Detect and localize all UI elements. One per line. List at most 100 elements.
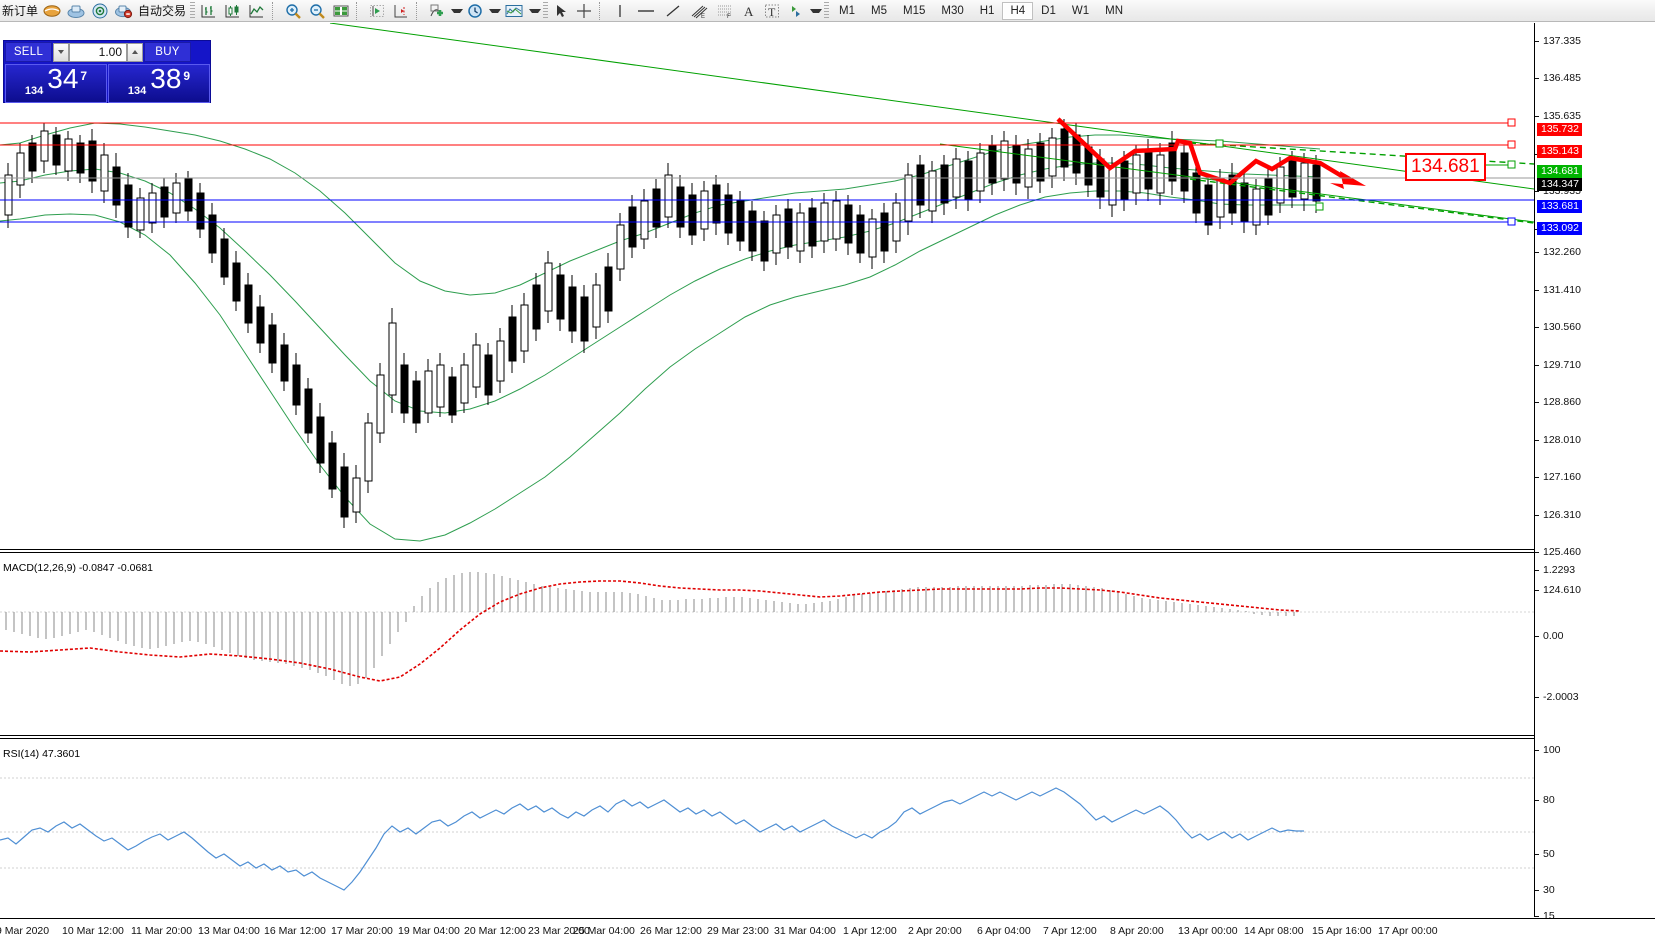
time-tick-10: 26 Mar 12:00 bbox=[640, 925, 702, 937]
toolbar-grip-2 bbox=[543, 1, 549, 20]
candlestick-chart-icon[interactable] bbox=[221, 1, 245, 21]
time-tick-21: 17 Apr 00:00 bbox=[1378, 925, 1438, 937]
macd-canvas bbox=[0, 572, 1534, 686]
bar-chart-icon[interactable] bbox=[197, 1, 221, 21]
trade-controls-row: SELL 1.00 BUY bbox=[4, 41, 212, 63]
rsi-axis-tick-80: 80 bbox=[1535, 795, 1655, 806]
time-tick-8: 23 Mar 20:00 bbox=[528, 925, 590, 937]
shapes-dropdown-caret-icon[interactable] bbox=[810, 8, 823, 13]
timeframe-h1[interactable]: H1 bbox=[979, 4, 995, 17]
zoom-out-icon[interactable] bbox=[305, 1, 329, 21]
volume-decrease-button[interactable] bbox=[53, 42, 69, 62]
crosshair-icon[interactable] bbox=[572, 1, 596, 21]
price-macd-divider-2 bbox=[0, 552, 1655, 553]
main-toolbar: 新订单 自动交易 bbox=[0, 0, 1655, 22]
cursor-icon[interactable] bbox=[550, 1, 572, 21]
volume-input[interactable]: 1.00 bbox=[69, 42, 127, 62]
timeframe-d1[interactable]: D1 bbox=[1041, 4, 1056, 17]
price-macd-divider bbox=[0, 549, 1655, 550]
buy-price-quote[interactable]: 134 38 9 bbox=[108, 64, 210, 103]
macd-pane[interactable]: MACD(12,26,9) -0.0847 -0.0681 bbox=[0, 556, 1534, 704]
auto-trading-label[interactable]: 自动交易 bbox=[138, 4, 187, 18]
time-tick-1: 10 Mar 12:00 bbox=[62, 925, 124, 937]
time-tick-6: 19 Mar 04:00 bbox=[398, 925, 460, 937]
time-tick-13: 1 Apr 12:00 bbox=[843, 925, 897, 937]
text-label-icon[interactable]: A bbox=[738, 1, 760, 21]
price-badge-134347[interactable]: 134.347 bbox=[1537, 178, 1582, 191]
indicators-add-icon[interactable] bbox=[425, 1, 449, 21]
time-tick-11: 29 Mar 23:00 bbox=[707, 925, 769, 937]
zoom-in-icon[interactable] bbox=[281, 1, 305, 21]
sell-price-main: 34 bbox=[47, 64, 79, 94]
indicators-dropdown-caret-icon[interactable] bbox=[451, 8, 464, 13]
axis-tick-15: 124.610 bbox=[1535, 585, 1655, 596]
time-tick-9: 25 Mar 04:00 bbox=[573, 925, 635, 937]
sell-price-quote[interactable]: 134 34 7 bbox=[5, 64, 107, 103]
timeframe-w1[interactable]: W1 bbox=[1071, 4, 1090, 17]
timeframe-m1[interactable]: M1 bbox=[839, 4, 856, 17]
period-dropdown-caret-icon[interactable] bbox=[489, 8, 502, 13]
price-chart-pane[interactable]: 134.681 bbox=[0, 23, 1534, 548]
timeframe-m30[interactable]: M30 bbox=[941, 4, 964, 17]
chart-grid-icon[interactable] bbox=[329, 1, 353, 21]
period-clock-icon[interactable] bbox=[463, 1, 487, 21]
text-box-icon[interactable]: T bbox=[760, 1, 784, 21]
axis-tick-4: 133.935 bbox=[1535, 186, 1655, 197]
equidistant-channel-icon[interactable]: E bbox=[686, 1, 712, 21]
axis-tick-14: 125.460 bbox=[1535, 547, 1655, 558]
horizontal-line-icon[interactable] bbox=[632, 1, 660, 21]
sell-button[interactable]: SELL bbox=[5, 42, 52, 62]
time-tick-3: 13 Mar 04:00 bbox=[198, 925, 260, 937]
trend-line-icon[interactable] bbox=[660, 1, 686, 21]
vertical-line-icon[interactable] bbox=[608, 1, 632, 21]
time-tick-14: 2 Apr 20:00 bbox=[908, 925, 962, 937]
line-chart-icon[interactable] bbox=[245, 1, 269, 21]
one-click-trading-panel[interactable]: SELL 1.00 BUY 134 34 7 134 38 9 bbox=[3, 40, 211, 103]
new-order-button[interactable]: 新订单 bbox=[2, 4, 39, 18]
signals-icon[interactable] bbox=[88, 1, 112, 21]
shapes-icon[interactable] bbox=[784, 1, 808, 21]
price-badge-133092[interactable]: 133.092 bbox=[1537, 222, 1582, 235]
rsi-pane[interactable]: RSI(14) 47.3601 bbox=[0, 742, 1534, 918]
price-badge-134681[interactable]: 134.681 bbox=[1537, 165, 1582, 178]
macd-signal-line bbox=[0, 580, 1301, 682]
timeframe-m15[interactable]: M15 bbox=[903, 4, 926, 17]
price-callout-box[interactable]: 134.681 bbox=[1405, 153, 1486, 181]
buy-price-pip: 9 bbox=[183, 69, 191, 83]
auto-scroll-icon[interactable] bbox=[365, 1, 389, 21]
cloud-market-icon[interactable] bbox=[64, 1, 88, 21]
timeframe-mn[interactable]: MN bbox=[1105, 4, 1123, 17]
trendline-dashed-lower bbox=[1189, 178, 1534, 224]
hand-shake-icon[interactable] bbox=[40, 1, 64, 21]
buy-button[interactable]: BUY bbox=[144, 42, 191, 62]
svg-text:T: T bbox=[768, 5, 776, 19]
volume-increase-button[interactable] bbox=[127, 42, 143, 62]
level-handle-134681 bbox=[1507, 160, 1516, 169]
axis-tick-8: 130.560 bbox=[1535, 322, 1655, 333]
candlestick-series bbox=[4, 119, 1321, 528]
price-badge-133681[interactable]: 133.681 bbox=[1537, 200, 1582, 213]
level-handle-135143 bbox=[1507, 140, 1516, 149]
chart-shift-icon[interactable] bbox=[389, 1, 413, 21]
trendline-dashed-upper bbox=[1189, 142, 1534, 165]
price-badge-135143[interactable]: 135.143 bbox=[1537, 145, 1582, 158]
price-axis[interactable]: 137.335 136.485 135.635 134.785 133.935 … bbox=[1534, 23, 1655, 922]
trendline-descending-main bbox=[329, 23, 1534, 190]
buy-price-prefix: 134 bbox=[127, 85, 147, 97]
timeframe-m5[interactable]: M5 bbox=[871, 4, 887, 17]
timeframe-h4[interactable]: H4 bbox=[1002, 1, 1034, 20]
fibonacci-icon[interactable]: F bbox=[712, 1, 738, 21]
level-handle-dashed-b bbox=[1315, 202, 1324, 211]
macd-axis-tick-min: -2.0003 bbox=[1535, 692, 1655, 703]
templates-icon[interactable] bbox=[501, 1, 527, 21]
axis-tick-1: 136.485 bbox=[1535, 73, 1655, 84]
axis-tick-6: 132.260 bbox=[1535, 247, 1655, 258]
templates-dropdown-caret-icon[interactable] bbox=[529, 8, 542, 13]
toolbar-grip bbox=[190, 1, 196, 20]
price-badge-135732[interactable]: 135.732 bbox=[1537, 123, 1582, 136]
time-axis: 9 Mar 2020 10 Mar 12:00 11 Mar 20:00 13 … bbox=[0, 918, 1655, 945]
auto-trading-icon[interactable] bbox=[112, 1, 136, 21]
rsi-canvas bbox=[0, 777, 1534, 891]
time-tick-0: 9 Mar 2020 bbox=[0, 925, 50, 937]
macd-histogram bbox=[5, 572, 1295, 686]
